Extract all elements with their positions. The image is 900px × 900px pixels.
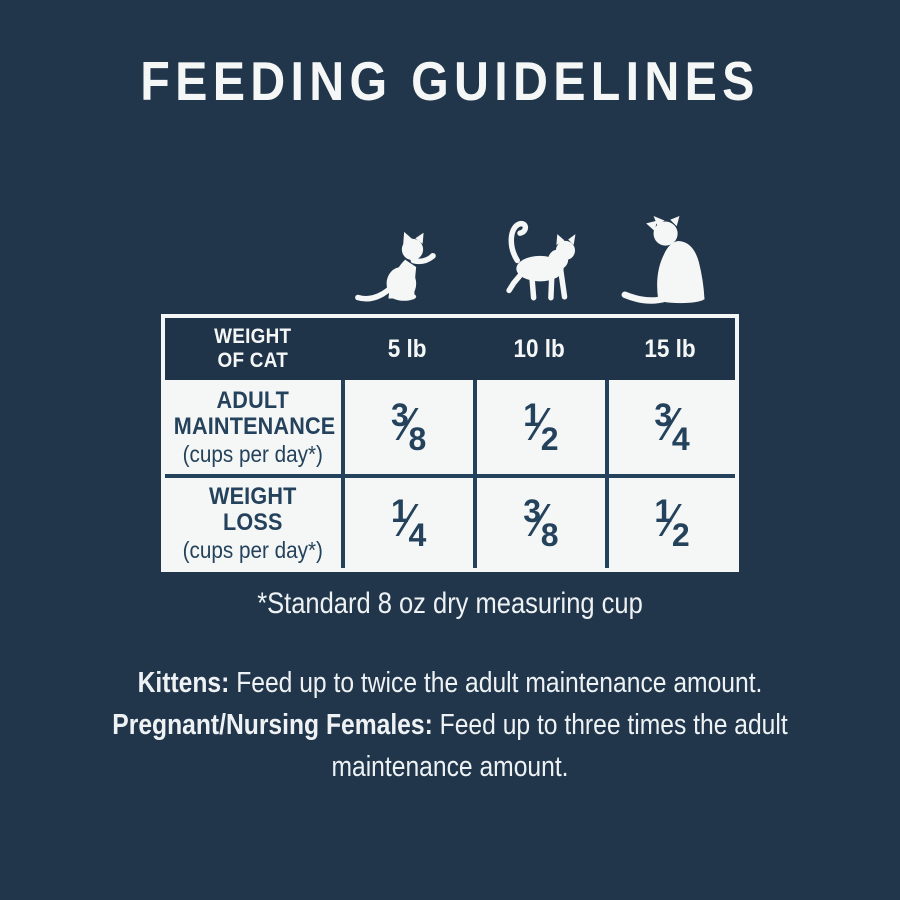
page-title: FEEDING GUIDELINES (140, 50, 760, 112)
fraction-value: 1⁄4 (391, 492, 427, 553)
measuring-cup-footnote: *Standard 8 oz dry measuring cup (257, 587, 643, 620)
sitting-cat-icon (607, 212, 739, 304)
fraction-value: 3⁄8 (391, 396, 427, 457)
walking-cat-icon (473, 212, 607, 304)
row-label-adult-maintenance: ADULT MAINTENANCE (cups per day*) (165, 380, 341, 474)
cell-adult-5lb: 3⁄8 (340, 380, 473, 474)
cell-adult-10lb: 1⁄2 (472, 380, 605, 474)
feeding-notes: Kittens: Feed up to twice the adult main… (89, 662, 812, 788)
row-sublabel: (cups per day*) (182, 536, 323, 563)
table-row-adult-maintenance: ADULT MAINTENANCE (cups per day*) 3⁄8 1⁄… (165, 380, 735, 474)
fraction-value: 3⁄4 (654, 396, 690, 457)
cell-loss-15lb: 1⁄2 (605, 478, 735, 568)
header-5lb: 5 lb (387, 334, 427, 363)
note-kittens-label: Kittens: (137, 667, 230, 699)
header-weight-line2: OF CAT (217, 349, 289, 372)
cell-loss-10lb: 3⁄8 (472, 478, 605, 568)
note-pregnant-label: Pregnant/Nursing Females: (112, 709, 433, 741)
row-label-line2: LOSS (222, 508, 283, 536)
fraction-value: 3⁄8 (523, 492, 559, 553)
note-pregnant-text: Feed up to three times the adult mainten… (331, 709, 788, 783)
row-label-line2: MAINTENANCE (173, 412, 336, 440)
cat-row-spacer (161, 212, 339, 304)
note-kittens-text: Feed up to twice the adult maintenance a… (229, 667, 763, 699)
table-row-weight-loss: WEIGHT LOSS (cups per day*) 1⁄4 3⁄8 1⁄2 (165, 474, 735, 568)
row-label-line1: WEIGHT (209, 482, 297, 510)
table-header-row: WEIGHT OF CAT 5 lb 10 lb 15 lb (165, 318, 735, 380)
note-kittens: Kittens: Feed up to twice the adult main… (89, 662, 812, 704)
header-10lb: 10 lb (513, 334, 565, 363)
cell-loss-5lb: 1⁄4 (340, 478, 473, 568)
kitten-icon (339, 212, 473, 304)
cell-adult-15lb: 3⁄4 (605, 380, 735, 474)
fraction-value: 1⁄2 (654, 492, 690, 553)
header-weight-of-cat: WEIGHT OF CAT (165, 325, 341, 373)
row-sublabel: (cups per day*) (182, 440, 323, 467)
note-pregnant-nursing: Pregnant/Nursing Females: Feed up to thr… (89, 704, 812, 788)
fraction-value: 1⁄2 (523, 396, 559, 457)
feeding-guidelines-table: WEIGHT OF CAT 5 lb 10 lb 15 lb ADULT MAI… (161, 314, 739, 572)
row-label-weight-loss: WEIGHT LOSS (cups per day*) (165, 478, 341, 568)
header-weight-line1: WEIGHT (214, 325, 292, 348)
cat-size-icons-row (161, 212, 739, 304)
row-label-line1: ADULT (216, 386, 290, 414)
header-15lb: 15 lb (644, 334, 696, 363)
